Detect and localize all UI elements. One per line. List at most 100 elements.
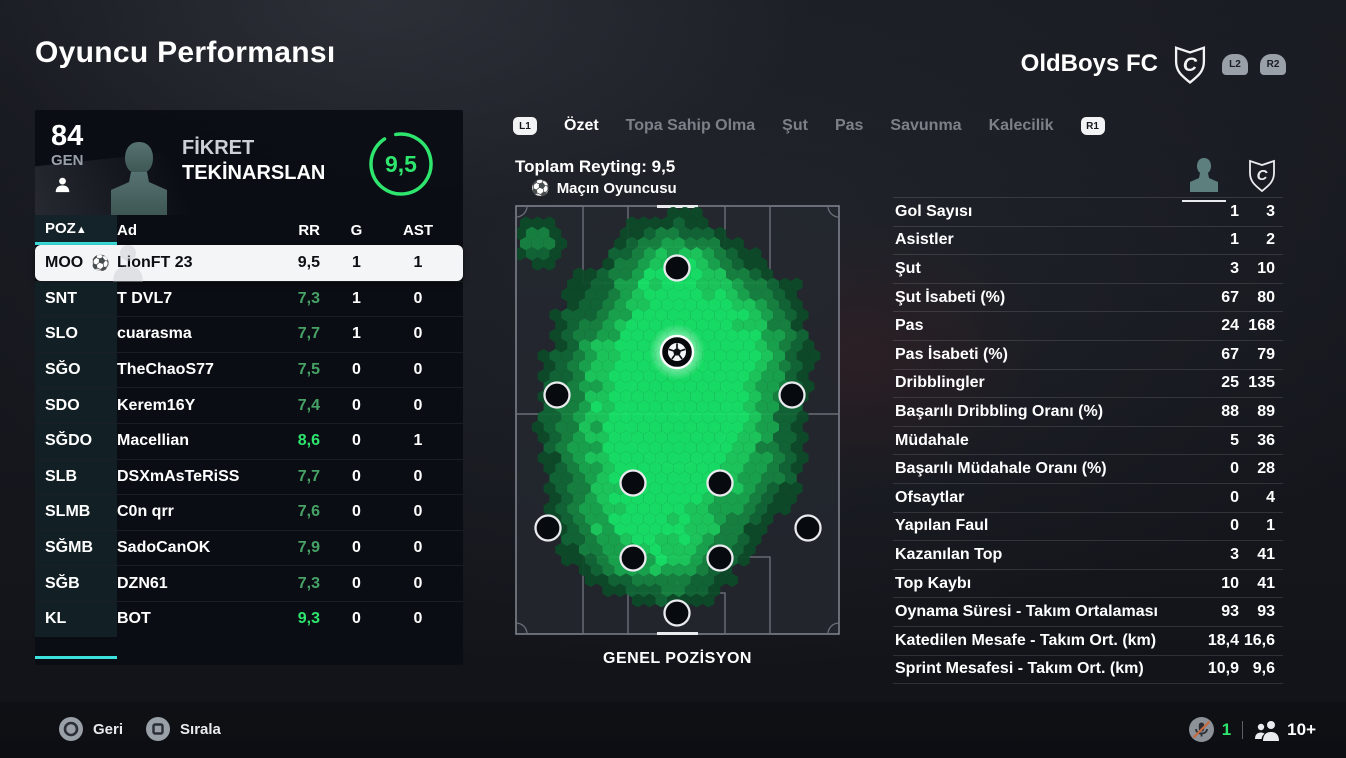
stat-row: Oynama Süresi - Takım Ortalaması 93 93 bbox=[893, 598, 1283, 627]
r2-button[interactable]: R2 bbox=[1260, 53, 1286, 75]
svg-text:C: C bbox=[1183, 54, 1198, 76]
heatmap-hex-layer bbox=[517, 207, 821, 608]
tab-pas[interactable]: Pas bbox=[834, 117, 864, 134]
player-position-marker bbox=[619, 469, 647, 497]
stats-tab-bar: L1 Özet Topa Sahip Olma Şut Pas Savunma Kalec… bbox=[513, 112, 1105, 140]
players-table-body: MOO ⚽ LionFT 23 9,5 1 1 SNT T DVL7 7,3 1 0 SLO cuara… bbox=[35, 245, 463, 637]
player-position-marker bbox=[706, 469, 734, 497]
page-title: Oyuncu Performansı bbox=[35, 36, 336, 69]
player-overall: 84 bbox=[51, 120, 84, 152]
club-name: OldBoys FC bbox=[1020, 50, 1158, 77]
stat-row: Pas İsabeti (%) 67 79 bbox=[893, 341, 1283, 370]
stat-row: Pas 24 168 bbox=[893, 312, 1283, 341]
tab-topa-sahip-olma[interactable]: Topa Sahip Olma bbox=[625, 117, 756, 134]
player-card: 84 GEN FİKRET TEKİNARSLAN 9,5 bbox=[35, 110, 463, 215]
table-row[interactable]: SDO Kerem16Y 7,4 0 0 bbox=[35, 387, 463, 423]
table-row[interactable]: SLO cuarasma 7,7 1 0 bbox=[35, 316, 463, 352]
goals-column-header[interactable]: G bbox=[350, 221, 363, 239]
circle-button-icon bbox=[59, 717, 83, 741]
player-markers-layer bbox=[534, 254, 822, 627]
stat-row: Başarılı Müdahale Oranı (%) 0 28 bbox=[893, 455, 1283, 484]
bottom-goal bbox=[657, 632, 698, 636]
name-column-header[interactable]: Ad bbox=[117, 221, 137, 239]
total-rating-label: Toplam Reyting: 9,5 bbox=[515, 157, 676, 176]
assists-column-header[interactable]: AST bbox=[403, 221, 433, 239]
table-row[interactable]: MOO ⚽ LionFT 23 9,5 1 1 bbox=[35, 245, 463, 283]
table-row[interactable]: SNT T DVL7 7,3 1 0 bbox=[35, 280, 463, 317]
player-column-icon bbox=[1182, 156, 1226, 202]
mic-count: 1 bbox=[1221, 719, 1232, 739]
muted-mic-icon bbox=[1188, 717, 1214, 742]
online-status: 1 10+ bbox=[1188, 716, 1316, 743]
stat-row: Top Kaybı 10 41 bbox=[893, 570, 1283, 599]
stat-row: Kazanılan Top 3 41 bbox=[893, 541, 1283, 570]
sort-by-position-header[interactable]: POZ▲ bbox=[35, 215, 117, 245]
match-rating-value: 9,5 bbox=[385, 151, 417, 177]
stat-row: Şut İsabeti (%) 67 80 bbox=[893, 284, 1283, 313]
table-row[interactable]: KL BOT 9,3 0 0 bbox=[35, 600, 463, 637]
l1-button[interactable]: L1 bbox=[513, 117, 537, 135]
match-rating-ring: 9,5 bbox=[369, 132, 433, 196]
stat-row: Müdahale 5 36 bbox=[893, 427, 1283, 456]
table-row[interactable]: SĞDO Macellian 8,6 0 1 bbox=[35, 422, 463, 459]
r1-button[interactable]: R1 bbox=[1080, 117, 1105, 135]
l2-button[interactable]: L2 bbox=[1222, 53, 1248, 75]
player-avatar bbox=[111, 142, 167, 215]
player-column-underline bbox=[1182, 200, 1226, 202]
position-heatmap bbox=[515, 204, 840, 636]
selected-player-ball-marker bbox=[649, 324, 705, 380]
square-button-icon bbox=[146, 717, 171, 741]
back-button[interactable]: Geri bbox=[58, 716, 123, 742]
rating-column-header[interactable]: RR bbox=[298, 221, 320, 239]
top-goal bbox=[657, 204, 698, 208]
player-position-marker bbox=[619, 544, 647, 572]
player-position-marker bbox=[663, 599, 691, 627]
table-row[interactable]: SLB DSXmAsTeRiSS 7,7 0 0 bbox=[35, 458, 463, 495]
table-row[interactable]: SĞO TheChaoS77 7,5 0 0 bbox=[35, 351, 463, 388]
stat-row: Sprint Mesafesi - Takım Ort. (km) 10,9 9,6 bbox=[893, 656, 1283, 685]
table-row[interactable]: SLMB C0n qrr 7,6 0 0 bbox=[35, 494, 463, 530]
stat-row: Ofsaytlar 0 4 bbox=[893, 484, 1283, 513]
footer-bar: Geri Sırala 1 bbox=[0, 702, 1346, 758]
stat-row: Yapılan Faul 0 1 bbox=[893, 513, 1283, 542]
player-position-marker bbox=[663, 254, 691, 282]
player-first-name: FİKRET bbox=[182, 137, 255, 159]
player-position: GEN bbox=[51, 152, 84, 169]
tab-savunma[interactable]: Savunma bbox=[890, 117, 962, 134]
motm-label: Maçın Oyuncusu bbox=[556, 179, 677, 197]
player-position-marker bbox=[794, 514, 822, 542]
squad-panel: 84 GEN FİKRET TEKİNARSLAN 9,5 bbox=[35, 110, 463, 665]
player-last-name: TEKİNARSLAN bbox=[182, 162, 326, 184]
club-crest-icon: C bbox=[1174, 46, 1206, 85]
divider bbox=[1242, 720, 1244, 739]
stat-row: Başarılı Dribbling Oranı (%) 88 89 bbox=[893, 398, 1283, 427]
sort-button[interactable]: Sırala bbox=[145, 716, 221, 742]
player-position-marker bbox=[778, 381, 806, 409]
stat-row: Şut 3 10 bbox=[893, 255, 1283, 284]
scroll-indicator[interactable] bbox=[35, 656, 117, 659]
ghost-avatar bbox=[113, 245, 143, 283]
club-column-icon: C bbox=[1247, 156, 1277, 199]
stat-row: Katedilen Mesafe - Takım Ort. (km) 18,4 16… bbox=[893, 627, 1283, 656]
players-table-header: POZ▲ Ad RR G AST bbox=[35, 215, 463, 245]
players-online-count: 10+ bbox=[1287, 719, 1316, 739]
player-position-marker bbox=[543, 381, 571, 409]
stat-row: Gol Sayısı 1 3 bbox=[893, 197, 1283, 227]
player-position-marker bbox=[534, 514, 562, 542]
tab-özet[interactable]: Özet bbox=[564, 117, 599, 134]
stats-header: C bbox=[893, 156, 1283, 202]
motm-ball-icon: ⚽ bbox=[531, 180, 550, 197]
soccer-ball-icon: ⚽ bbox=[91, 254, 110, 272]
match-stats-table: Gol Sayısı 1 3 Asistler 1 2 Şut 3 10 Şut İsabeti … bbox=[893, 197, 1283, 685]
man-of-the-match: ⚽ Maçın Oyuncusu bbox=[531, 179, 677, 198]
tab-şut[interactable]: Şut bbox=[782, 117, 808, 134]
heatmap-caption: GENEL POZİSYON bbox=[603, 650, 752, 667]
club-header: OldBoys FC C L2 R2 bbox=[1021, 42, 1286, 86]
person-icon bbox=[55, 177, 70, 193]
table-row[interactable]: SĞMB SadoCanOK 7,9 0 0 bbox=[35, 529, 463, 566]
player-position-marker bbox=[706, 544, 734, 572]
tab-kalecilik[interactable]: Kalecilik bbox=[988, 117, 1054, 134]
stat-row: Dribblingler 25 135 bbox=[893, 370, 1283, 399]
table-row[interactable]: SĞB DZN61 7,3 0 0 bbox=[35, 565, 463, 601]
